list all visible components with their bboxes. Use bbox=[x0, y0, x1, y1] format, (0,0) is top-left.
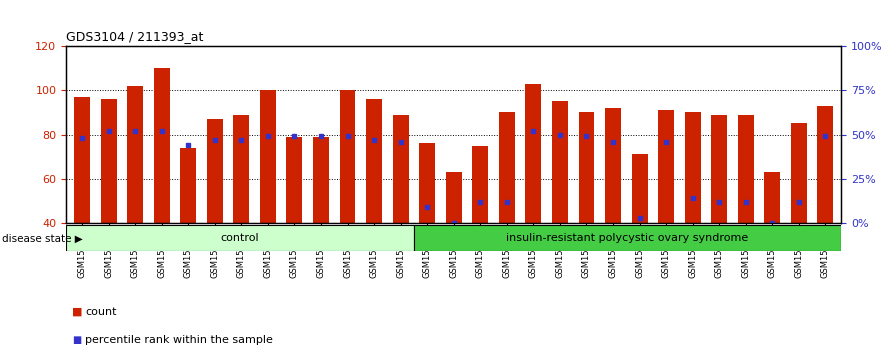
Bar bbox=[472, 145, 488, 223]
Bar bbox=[393, 115, 409, 223]
Bar bbox=[260, 90, 276, 223]
Bar bbox=[414, 225, 841, 251]
Bar bbox=[658, 110, 674, 223]
Bar bbox=[737, 115, 754, 223]
Bar bbox=[632, 154, 648, 223]
Bar bbox=[765, 172, 781, 223]
Bar bbox=[313, 137, 329, 223]
Bar bbox=[339, 90, 355, 223]
Bar bbox=[419, 143, 435, 223]
Bar bbox=[818, 106, 833, 223]
Bar bbox=[127, 86, 143, 223]
Bar bbox=[233, 115, 249, 223]
Bar bbox=[181, 148, 196, 223]
Bar bbox=[74, 97, 90, 223]
Bar bbox=[525, 84, 541, 223]
Bar bbox=[446, 172, 462, 223]
Bar bbox=[207, 119, 223, 223]
Text: GDS3104 / 211393_at: GDS3104 / 211393_at bbox=[66, 30, 204, 44]
Bar bbox=[685, 113, 700, 223]
Text: ■: ■ bbox=[72, 335, 81, 345]
Bar bbox=[791, 124, 807, 223]
Text: percentile rank within the sample: percentile rank within the sample bbox=[85, 335, 273, 345]
Bar bbox=[66, 225, 414, 251]
Bar bbox=[605, 108, 621, 223]
Bar bbox=[579, 113, 595, 223]
Bar bbox=[286, 137, 302, 223]
Text: insulin-resistant polycystic ovary syndrome: insulin-resistant polycystic ovary syndr… bbox=[507, 233, 749, 243]
Text: disease state ▶: disease state ▶ bbox=[2, 234, 83, 244]
Bar bbox=[366, 99, 382, 223]
Bar bbox=[100, 99, 116, 223]
Bar bbox=[711, 115, 727, 223]
Text: ■: ■ bbox=[72, 307, 83, 316]
Bar bbox=[552, 101, 568, 223]
Text: control: control bbox=[220, 233, 259, 243]
Text: count: count bbox=[85, 307, 117, 316]
Bar bbox=[499, 113, 515, 223]
Bar bbox=[153, 68, 170, 223]
